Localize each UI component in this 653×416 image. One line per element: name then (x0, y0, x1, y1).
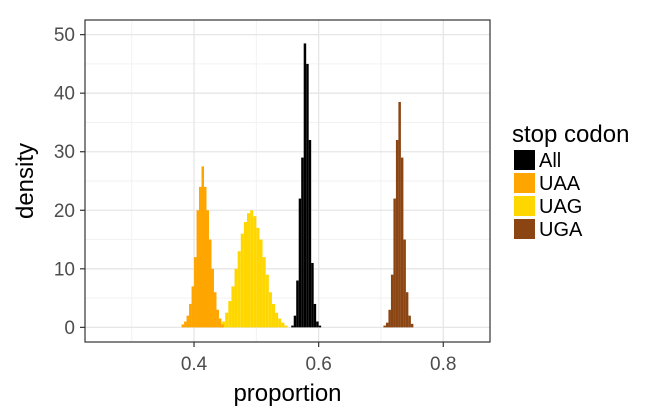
histogram-bar (408, 315, 411, 328)
histogram-bar (265, 274, 269, 328)
grid-lines (85, 20, 490, 342)
histogram-bar (291, 325, 294, 328)
series-uaa (181, 166, 224, 328)
histogram-bar (403, 239, 406, 328)
histogram-bar (318, 325, 322, 328)
histogram-bar (199, 186, 202, 328)
y-tick-label: 40 (54, 84, 75, 105)
histogram-bar (225, 312, 229, 328)
series-uga (383, 101, 414, 328)
histogram-bar (293, 315, 297, 328)
series-uag (218, 210, 288, 328)
histogram-bar (191, 286, 195, 328)
y-tick-label: 20 (54, 201, 75, 222)
y-axis-title: density (12, 143, 39, 219)
histogram-bar (395, 140, 399, 328)
histogram-bar (231, 286, 235, 328)
x-axis: 0.4 0.6 0.8 (181, 342, 456, 375)
histogram-bar (398, 101, 401, 328)
histogram-bar (306, 63, 309, 328)
histogram-bar (243, 221, 247, 328)
histogram-bar (194, 257, 197, 328)
histogram-bar (211, 268, 214, 328)
legend-title: stop codon (512, 121, 629, 148)
histogram-bar (296, 280, 299, 328)
plot-border (84, 19, 491, 343)
histogram-bar (184, 321, 187, 328)
histogram-bar (256, 227, 260, 328)
histogram-bar (189, 303, 192, 328)
histogram-bar (234, 268, 238, 328)
histogram-bar (240, 233, 244, 328)
histogram-bar (213, 292, 217, 328)
histogram-bar (281, 322, 285, 328)
histogram-bar (201, 166, 205, 328)
histogram-bar (303, 43, 307, 328)
y-axis: 0 10 20 30 40 50 (54, 25, 85, 339)
histogram-bar (385, 322, 389, 328)
histogram-bar (388, 309, 391, 328)
histogram-bar (400, 157, 404, 328)
histogram-bar (308, 140, 312, 328)
histogram-bar (262, 257, 266, 328)
histogram-bars (181, 43, 414, 328)
histogram-bar (268, 292, 272, 328)
histogram-bar (237, 251, 241, 328)
histogram-bar (410, 323, 414, 328)
y-tick-label: 0 (64, 318, 75, 339)
x-tick-label: 0.4 (181, 354, 208, 375)
y-tick-label: 30 (54, 142, 75, 163)
x-tick-label: 0.8 (430, 354, 456, 375)
histogram-bar (196, 210, 200, 328)
histogram-bar (405, 292, 409, 328)
histogram-bar (216, 309, 219, 328)
histogram-bar (228, 301, 232, 328)
histogram-bar (390, 274, 394, 328)
histogram-bar (247, 213, 251, 328)
legend-label-uga: UGA (539, 219, 583, 241)
histogram-bar (275, 312, 279, 328)
histogram-bar (218, 318, 222, 328)
legend-swatch-uga (514, 219, 535, 239)
histogram-bar (311, 262, 314, 328)
x-axis-title: proportion (233, 380, 341, 407)
histogram-bar (253, 216, 257, 328)
histogram-bar (298, 198, 302, 328)
histogram-bar (181, 324, 185, 328)
histogram-bar (250, 210, 254, 328)
histogram-bar (221, 324, 224, 328)
legend-label-all: All (539, 150, 561, 172)
histogram-bar (278, 318, 282, 328)
histogram-bar (313, 303, 317, 328)
y-tick-label: 50 (54, 25, 75, 46)
legend-swatch-uaa (514, 173, 535, 193)
histogram-bar (393, 198, 396, 328)
histogram-bar (284, 325, 288, 328)
histogram-bar (383, 325, 386, 328)
histogram-bar (208, 239, 212, 328)
histogram-bar (204, 186, 207, 328)
legend-swatch-uag (514, 196, 535, 216)
histogram-bar (259, 239, 263, 328)
x-tick-label: 0.6 (305, 354, 331, 375)
legend-swatch-all (514, 150, 535, 170)
histogram-bar (186, 315, 190, 328)
y-tick-label: 10 (54, 259, 75, 280)
legend-label-uag: UAG (539, 196, 582, 218)
series-all (291, 43, 322, 328)
legend-label-uaa: UAA (539, 173, 581, 195)
histogram-bar (271, 303, 276, 328)
histogram-bar (301, 157, 304, 328)
histogram-bar (206, 210, 209, 328)
histogram-bar (316, 321, 319, 328)
